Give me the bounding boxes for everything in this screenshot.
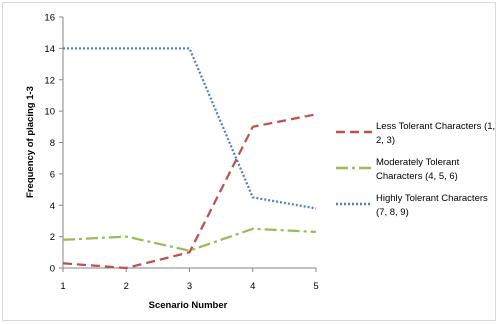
y-tick-label: 0	[50, 264, 55, 275]
x-axis-label: Scenario Number	[149, 300, 228, 311]
x-tick-label: 3	[187, 281, 192, 292]
y-tick-label: 2	[50, 232, 55, 243]
axes	[59, 16, 317, 272]
x-tick-label: 2	[124, 281, 129, 292]
x-tick-label: 5	[313, 281, 318, 292]
x-tick-label: 4	[250, 281, 255, 292]
y-tick-label: 12	[44, 75, 55, 86]
x-tick-label: 1	[60, 281, 65, 292]
y-tick-label: 6	[50, 169, 55, 180]
legend-swatch-highly-tolerant	[336, 202, 372, 206]
legend-label-moderately-tolerant: Moderately Tolerant Characters (4, 5, 6)	[376, 157, 460, 182]
series-lines	[62, 47, 317, 270]
y-tick-label: 16	[44, 13, 55, 24]
y-tick-label: 4	[50, 201, 55, 212]
y-axis-label: Frequency of placing 1-3	[25, 86, 36, 198]
chart-frame	[2, 2, 496, 321]
legend-label-less-tolerant: Less Tolerant Characters (1, 2, 3)	[376, 121, 496, 146]
series-line-moderately-tolerant	[62, 227, 317, 252]
y-tick-label: 14	[44, 44, 55, 55]
y-tick-label: 10	[44, 107, 55, 118]
series-line-highly-tolerant	[63, 47, 317, 210]
legend-swatch-moderately-tolerant	[336, 166, 372, 170]
y-tick-label: 8	[50, 138, 55, 149]
legend-swatch-less-tolerant	[336, 130, 372, 134]
legend-label-highly-tolerant: Highly Tolerant Characters (7, 8, 9)	[376, 193, 488, 218]
series-line-less-tolerant	[62, 113, 317, 270]
